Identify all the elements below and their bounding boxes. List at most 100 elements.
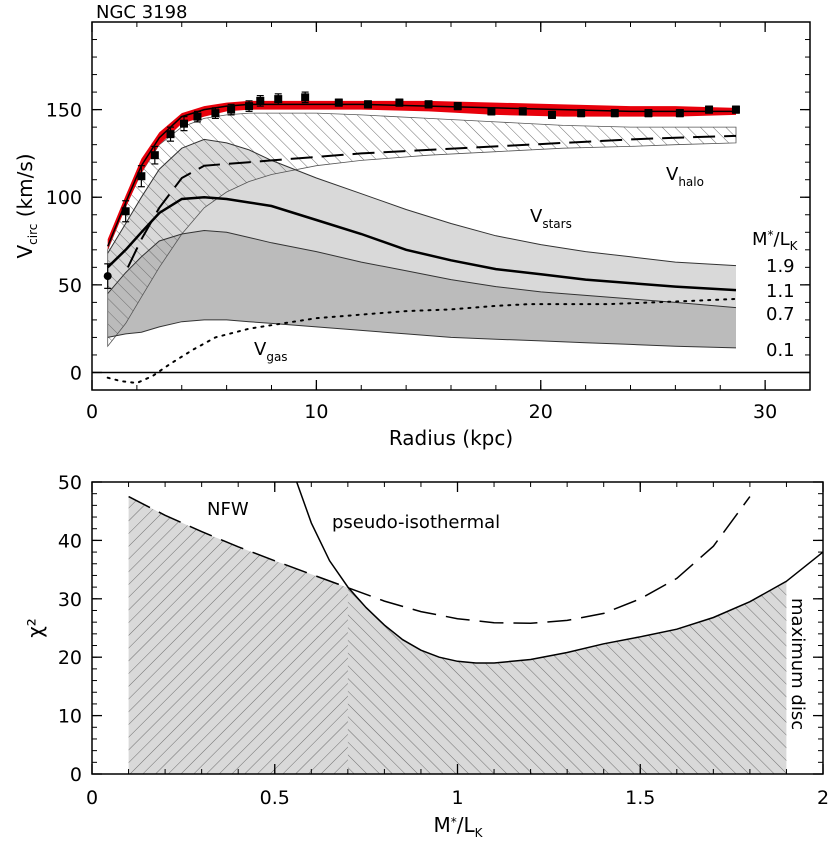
observed-point <box>103 263 112 289</box>
observed-point <box>166 126 175 142</box>
data-marker <box>705 105 714 114</box>
data-marker <box>227 105 236 114</box>
x-tick-label: 2 <box>817 787 829 809</box>
x-tick-label: 1 <box>451 787 463 809</box>
data-marker <box>193 112 202 121</box>
data-marker <box>487 107 496 116</box>
ml-value-1.9: 1.9 <box>766 256 795 277</box>
observed-point <box>193 110 202 123</box>
y-tick-label: 40 <box>58 530 82 552</box>
bottom-x-axis-title: M*/LK <box>433 813 483 840</box>
observed-point <box>256 94 265 107</box>
gas-line <box>106 297 737 385</box>
data-marker <box>731 105 740 114</box>
y-tick-label: 50 <box>58 472 82 494</box>
y-tick-label: 100 <box>46 187 82 209</box>
stars-line-ml-1.9 <box>107 138 737 267</box>
nfw-label: NFW <box>207 499 249 520</box>
observed-point <box>395 98 404 107</box>
pseudo-isothermal-label: pseudo-isothermal <box>332 512 500 533</box>
y-tick-label: 10 <box>58 706 82 728</box>
data-marker <box>518 107 527 116</box>
observed-point <box>453 102 462 111</box>
x-tick-label: 0 <box>86 787 98 809</box>
data-marker <box>274 95 283 104</box>
halo-best-line <box>126 134 737 268</box>
observed-point <box>487 107 496 116</box>
data-marker <box>453 102 462 111</box>
data-marker <box>121 207 130 216</box>
fit-band <box>107 100 736 250</box>
data-marker <box>211 109 220 118</box>
stars-line-ml-1.1 <box>106 195 737 292</box>
top-panel: NGC 3198 0 10 20 30 0 50 100 150 Radius (kpc) V… <box>13 2 811 450</box>
data-marker <box>166 130 175 139</box>
data-marker <box>179 119 188 128</box>
top-y-axis-title: Vcirc (km/s) <box>13 153 40 258</box>
observed-point <box>731 105 740 114</box>
data-marker <box>424 100 433 109</box>
data-marker <box>301 93 310 102</box>
ml-value-0.7: 0.7 <box>766 304 795 325</box>
v-stars-label: Vstars <box>530 206 572 231</box>
top-axis-ticks: 0 10 20 30 0 50 100 150 <box>46 22 811 423</box>
ml-value-0.1: 0.1 <box>766 340 795 361</box>
data-marker <box>137 172 146 181</box>
top-x-axis-title: Radius (kpc) <box>389 426 513 450</box>
series-line-nfw <box>128 495 751 625</box>
observed-point <box>644 109 653 118</box>
bottom-plot-area <box>128 482 823 774</box>
data-marker <box>395 98 404 107</box>
observed-point <box>363 100 372 109</box>
data-marker <box>245 102 254 111</box>
v-gas-label: Vgas <box>254 339 288 364</box>
ml-value-1.1: 1.1 <box>766 281 795 302</box>
y-tick-label: 50 <box>58 275 82 297</box>
y-tick-label: 20 <box>58 647 82 669</box>
observed-point <box>137 165 146 188</box>
top-plot-area <box>92 91 810 385</box>
y-tick-label: 150 <box>46 100 82 122</box>
allowed-region-left <box>128 496 348 774</box>
data-marker <box>675 109 684 118</box>
data-marker <box>363 100 372 109</box>
observed-point <box>227 103 236 116</box>
observed-point <box>179 116 188 132</box>
best-fit-total-line <box>107 103 736 247</box>
observed-point <box>424 100 433 109</box>
observed-point <box>150 145 159 165</box>
x-tick-label: 1.5 <box>625 787 655 809</box>
x-tick-label: 0.5 <box>260 787 290 809</box>
data-marker <box>547 110 556 119</box>
observed-point <box>547 110 556 119</box>
observed-point <box>705 105 714 114</box>
x-tick-label: 0 <box>86 401 98 423</box>
observed-point <box>577 109 586 118</box>
data-marker <box>644 109 653 118</box>
observed-points <box>103 91 740 289</box>
data-marker <box>256 96 265 105</box>
x-tick-label: 10 <box>304 401 328 423</box>
observed-point <box>675 109 684 118</box>
observed-point <box>301 91 310 104</box>
series-line-pseudo-isothermal <box>295 482 823 664</box>
observed-point <box>211 107 220 119</box>
observed-point <box>274 93 283 105</box>
observed-point <box>245 100 254 112</box>
ml-header: M*/LK <box>752 228 799 253</box>
observed-point <box>610 109 619 118</box>
y-tick-label: 0 <box>70 362 82 384</box>
data-marker <box>577 109 586 118</box>
y-tick-label: 30 <box>58 589 82 611</box>
stars-band-inner <box>107 230 736 348</box>
v-halo-label: Vhalo <box>666 164 704 189</box>
observed-point <box>518 107 527 116</box>
data-marker <box>610 109 619 118</box>
stars-line-ml-0.7 <box>107 229 737 309</box>
bottom-y-axis-title: χ² <box>23 618 47 638</box>
chart-title: NGC 3198 <box>96 2 188 23</box>
observed-point <box>334 98 343 107</box>
